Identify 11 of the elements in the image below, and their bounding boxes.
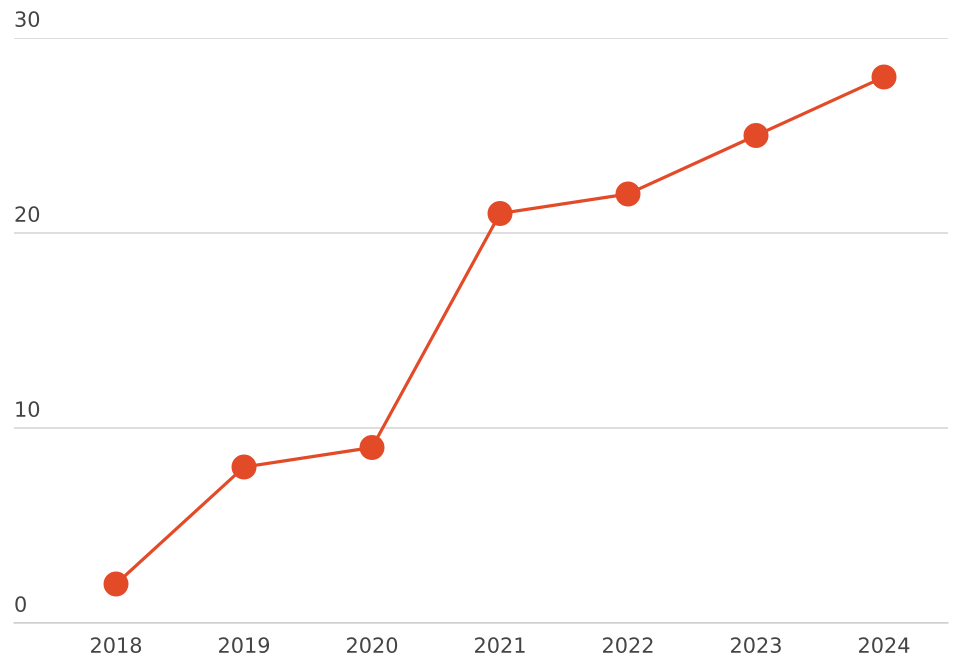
- x-tick-label: 2019: [219, 637, 270, 654]
- x-tick-label: 2018: [91, 637, 142, 654]
- y-tick-label: 30: [16, 11, 40, 28]
- x-tick-label: 2020: [347, 637, 398, 654]
- x-tick-label: 2022: [603, 637, 652, 654]
- x-tick-label: 2024: [859, 637, 910, 654]
- y-tick-label: 10: [16, 401, 40, 418]
- x-tick-label: 2023: [731, 637, 781, 654]
- x-tick-label: 2021: [475, 637, 525, 654]
- y-tick-label: 0: [15, 596, 26, 612]
- y-tick-label: 20: [16, 206, 40, 222]
